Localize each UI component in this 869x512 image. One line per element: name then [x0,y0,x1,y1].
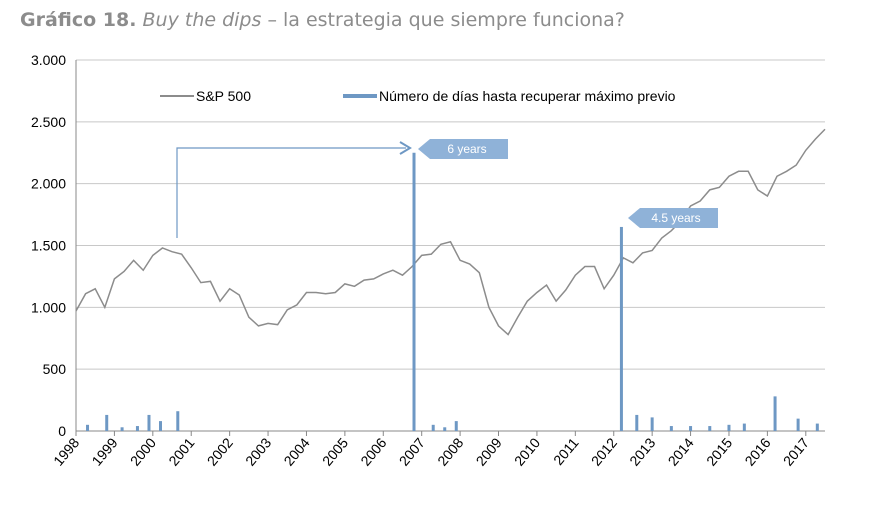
y-tick-label: 2.000 [31,176,66,192]
x-tick-label: 2013 [626,434,658,468]
bar [742,423,746,431]
bar [176,411,180,431]
annotation: 6 years [447,142,486,156]
x-tick-label: 2012 [588,434,620,468]
bar [159,421,163,431]
y-tick-label: 500 [43,361,67,377]
x-tick-label: 2008 [434,434,466,468]
bar [815,423,819,431]
x-tick-label: 2005 [319,434,351,468]
annotation-flag [418,139,508,159]
bar [727,424,731,431]
x-tick-label: 2002 [204,434,236,468]
bar [708,426,712,431]
bar [773,396,777,431]
x-tick-label: 2015 [703,434,735,468]
y-tick-label: 2.500 [31,114,66,130]
bar [147,414,151,431]
annotation-flag [628,208,718,228]
x-tick-label: 1998 [50,434,82,468]
x-tick-label: 2009 [473,434,505,468]
bar [431,424,435,431]
bar [796,418,800,431]
bar [619,226,623,431]
bar [635,414,639,431]
x-tick-label: 2010 [511,434,543,468]
bar [650,417,654,431]
x-tick-label: 2011 [550,434,582,468]
x-tick-label: 2006 [357,434,389,468]
arrow-line [176,147,406,238]
chart-title: Gráfico 18. Buy the dips – la estrategia… [20,9,625,31]
x-tick-label: 2014 [665,434,697,468]
y-tick-label: 1.000 [31,299,66,315]
legend-label: S&P 500 [196,88,251,104]
bar [412,152,416,431]
annotation: 4.5 years [651,211,700,225]
bar [454,421,458,431]
y-tick-label: 0 [58,423,66,439]
title-italic: Buy the dips [143,9,262,31]
bar [105,414,109,431]
bar [669,426,673,431]
x-tick-label: 1999 [88,434,120,468]
bar [135,426,139,431]
title-label: Gráfico 18. [20,9,136,31]
arrow-head [399,141,412,155]
title-rest: – la estrategia que siempre funciona? [267,9,624,31]
x-tick-label: 2017 [780,434,812,468]
y-tick-label: 3.000 [31,52,66,68]
bar [120,427,124,431]
x-tick-label: 2007 [396,434,428,468]
legend-label: Número de días hasta recuperar máximo pr… [379,88,676,104]
x-tick-label: 2001 [165,434,197,468]
x-tick-label: 2004 [280,434,312,468]
bar [689,426,693,431]
y-tick-label: 1.500 [31,238,66,254]
sp500-line [75,128,826,336]
x-tick-label: 2016 [741,434,773,468]
bar [443,427,447,431]
x-tick-label: 2003 [242,434,274,468]
x-tick-label: 2000 [127,434,159,468]
bar [86,424,90,431]
